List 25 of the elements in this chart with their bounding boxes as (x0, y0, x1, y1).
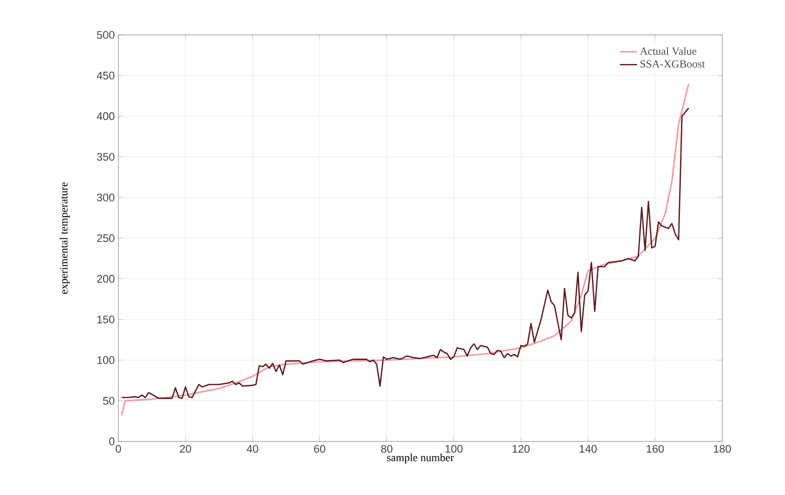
y-tick-label: 350 (96, 152, 114, 161)
y-tick-label: 100 (97, 356, 114, 364)
y-tick-label: 200 (97, 274, 114, 283)
legend-label: Actual Value (640, 47, 696, 55)
y-tick-label: 450 (96, 72, 114, 80)
x-axis-title: sample number (387, 453, 454, 464)
x-tick-label: 180 (714, 444, 731, 453)
y-tick-label: 250 (97, 234, 114, 242)
y-tick-label: 0 (109, 437, 114, 446)
y-tick-label: 500 (96, 30, 114, 39)
x-tick-label: 40 (246, 444, 258, 453)
x-tick-label: 140 (580, 444, 597, 453)
x-tick-label: 100 (446, 444, 463, 453)
x-tick-label: 0 (116, 444, 121, 453)
x-tick-label: 160 (646, 444, 664, 453)
y-tick-label: 400 (96, 112, 114, 120)
y-tick-label: 50 (103, 396, 114, 405)
x-tick-label: 60 (314, 444, 326, 453)
x-tick-label: 20 (180, 444, 192, 453)
y-axis-title: experimental temperature (60, 182, 70, 294)
y-tick-label: 300 (96, 194, 114, 202)
x-tick-label: 120 (512, 444, 530, 453)
y-tick-label: 150 (97, 315, 114, 324)
legend-label: SSA-XGBoost (640, 60, 705, 68)
x-tick-label: 80 (381, 444, 392, 453)
